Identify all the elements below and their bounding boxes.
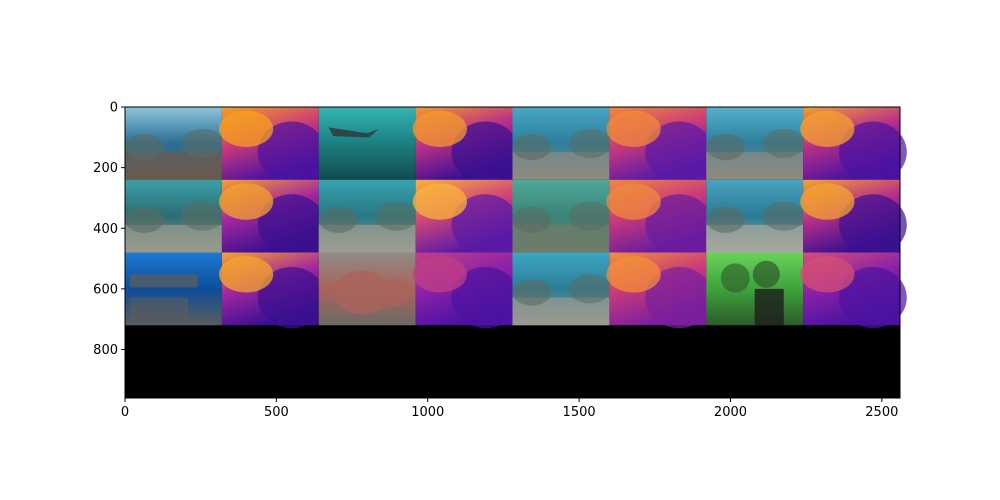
y-tick-label: 400 bbox=[93, 222, 118, 237]
photo-tile-1-2 bbox=[318, 179, 418, 253]
y-tick-label: 0 bbox=[110, 101, 118, 116]
x-tick-label: 2500 bbox=[865, 405, 898, 420]
x-tick-label: 0 bbox=[121, 405, 129, 420]
x-tick-label: 2000 bbox=[714, 405, 747, 420]
axes-frame bbox=[124, 106, 901, 399]
photo-tile-2-4 bbox=[512, 252, 612, 326]
photo-tile-1-4 bbox=[512, 179, 612, 253]
photo-tile-0-4 bbox=[512, 107, 612, 180]
photo-tile-1-0 bbox=[125, 179, 224, 253]
photo-tile-0-2 bbox=[318, 107, 416, 180]
depth-map-tile-2-5 bbox=[606, 252, 714, 329]
depth-map-tile-1-5 bbox=[606, 179, 714, 256]
y-tick-label: 600 bbox=[93, 282, 118, 297]
photo-tile-2-2 bbox=[318, 252, 416, 326]
x-tick-label: 1500 bbox=[563, 405, 596, 420]
photo-tile-0-0 bbox=[125, 107, 224, 180]
depth-map-tile-2-7 bbox=[800, 252, 907, 329]
photo-tile-2-6 bbox=[706, 252, 804, 326]
x-tick-label: 500 bbox=[264, 405, 289, 420]
photo-tile-1-6 bbox=[706, 179, 806, 253]
photo-tile-2-0 bbox=[125, 252, 222, 326]
depth-map-tile-1-7 bbox=[800, 179, 907, 256]
depth-map-tile-0-3 bbox=[412, 107, 520, 183]
axes: 0 500 1000 1500 2000 2500 0 200 400 600 800 bbox=[93, 101, 901, 420]
photo-tile-0-6 bbox=[706, 107, 806, 180]
depth-map-tile-2-3 bbox=[412, 252, 520, 329]
depth-map-tile-1-3 bbox=[412, 179, 520, 256]
depth-map-tile-1-1 bbox=[218, 179, 326, 256]
y-tick-label: 200 bbox=[93, 161, 118, 176]
plot-area bbox=[125, 107, 907, 398]
x-tick-label: 1000 bbox=[411, 405, 444, 420]
y-tick-label: 800 bbox=[93, 343, 118, 358]
depth-map-tile-0-7 bbox=[800, 107, 907, 183]
depth-map-tile-2-1 bbox=[218, 252, 326, 329]
depth-map-tile-0-5 bbox=[606, 107, 714, 183]
depth-map-tile-0-1 bbox=[218, 107, 326, 183]
